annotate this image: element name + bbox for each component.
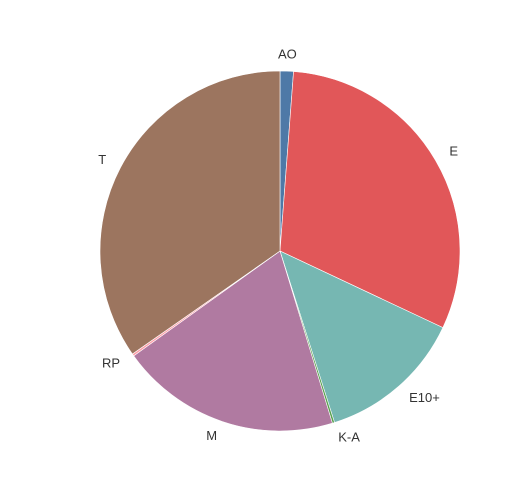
slice-t[interactable] — [99, 70, 281, 355]
slice-label-ao: AO — [278, 47, 297, 62]
slice-label-t: T — [98, 152, 106, 167]
labels-layer: AO E E10+ K-A M RP T — [98, 47, 458, 445]
slice-label-m: M — [206, 428, 217, 443]
slice-label-e: E — [449, 144, 458, 159]
slice-e10[interactable] — [279, 250, 444, 423]
slice-label-e10: E10+ — [409, 390, 440, 405]
slices-layer — [99, 70, 461, 432]
slice-label-k-a: K-A — [338, 430, 360, 445]
slice-e[interactable] — [279, 71, 461, 329]
slice-label-rp: RP — [102, 356, 120, 371]
slice-m[interactable] — [133, 250, 333, 432]
